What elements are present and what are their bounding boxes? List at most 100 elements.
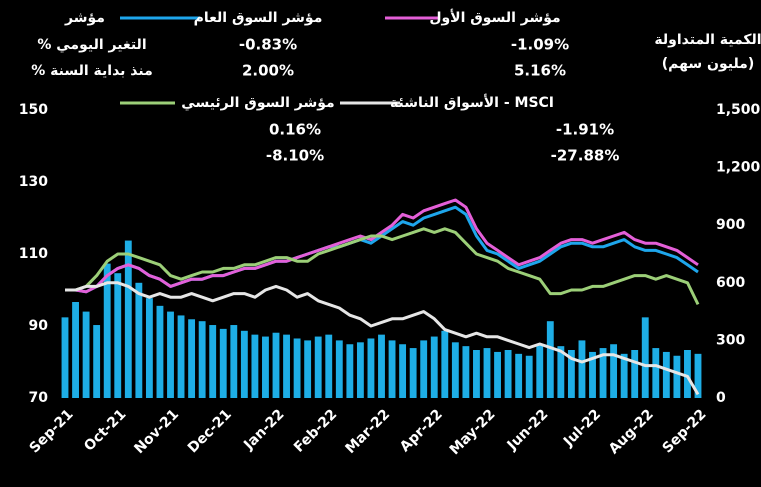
volume-bar xyxy=(578,340,586,398)
volume-bar xyxy=(272,332,280,398)
volume-bar xyxy=(367,338,375,398)
legend-label: مؤشر السوق العام xyxy=(194,10,323,26)
volume-bar xyxy=(188,319,196,398)
volume-bar xyxy=(135,282,143,398)
y2-tick-label: 300 xyxy=(716,332,745,348)
volume-bar xyxy=(198,321,206,398)
volume-bar xyxy=(662,351,670,398)
daily-change: -1.09% xyxy=(511,36,569,54)
y2-tick-label: 600 xyxy=(716,275,745,291)
volume-bar xyxy=(230,325,238,398)
x-tick-label: Nov-21 xyxy=(131,406,182,457)
x-tick-label: Sep-21 xyxy=(27,406,77,456)
volume-bar xyxy=(378,334,385,398)
y2-tick-label: 0 xyxy=(716,390,726,406)
volume-bar xyxy=(504,350,512,398)
volume-bar xyxy=(93,325,101,398)
x-tick-label: Mar-22 xyxy=(343,406,394,457)
x-tick-label: Jul-22 xyxy=(560,406,604,450)
x-tick-label: May-22 xyxy=(447,406,499,458)
volume-bar xyxy=(283,334,290,398)
x-tick-label: Aug-22 xyxy=(606,406,657,457)
x-tick-label: Jan-22 xyxy=(240,406,287,453)
volume-bar xyxy=(462,346,470,398)
y-tick-label: 70 xyxy=(29,390,49,406)
y2-tick-label: 900 xyxy=(716,217,745,233)
index-line xyxy=(65,281,700,396)
daily-change: -1.91% xyxy=(556,121,614,139)
y2-tick-label: 1,500 xyxy=(716,102,761,118)
volume-bar xyxy=(335,340,343,398)
index-line xyxy=(65,227,700,306)
volume-bar xyxy=(240,330,248,398)
volume-bar xyxy=(473,350,480,398)
volume-bar xyxy=(145,298,153,398)
volume-bar xyxy=(694,353,702,398)
legend-label: مؤشر السوق الأول xyxy=(429,9,560,26)
volume-bar xyxy=(641,317,649,398)
volume-bar xyxy=(388,340,396,398)
volume-bar xyxy=(399,344,407,398)
x-tick-label: Feb-22 xyxy=(291,406,340,455)
volume-bar xyxy=(219,328,227,398)
ytd-header: منذ بداية السنة % xyxy=(31,63,153,79)
volume-bar xyxy=(156,305,164,398)
volume-bar xyxy=(209,325,217,398)
volume-bar xyxy=(610,344,618,398)
volume-bar xyxy=(124,240,132,398)
x-tick-label: Sep-22 xyxy=(660,406,710,456)
index-header: مؤشر xyxy=(64,10,105,26)
volume-bar xyxy=(483,348,491,398)
y2-axis-title: (مليون سهم) xyxy=(662,56,754,72)
volume-bar xyxy=(103,263,111,398)
volume-bar xyxy=(82,311,90,398)
daily-change-header: التغير اليومي % xyxy=(37,37,146,53)
y-tick-label: 90 xyxy=(29,318,49,334)
x-tick-label: Apr-22 xyxy=(397,406,446,455)
volume-bar xyxy=(346,344,354,398)
ytd-change: 2.00% xyxy=(242,62,294,80)
volume-bar xyxy=(536,344,544,398)
volume-bar xyxy=(356,342,364,398)
volume-bar xyxy=(420,340,428,398)
volume-bar xyxy=(251,334,259,398)
volume-bar xyxy=(631,350,639,398)
volume-bar xyxy=(325,334,333,398)
volume-bar xyxy=(61,317,69,398)
volume-bar xyxy=(293,338,301,398)
volume-bar xyxy=(567,350,575,398)
volume-bar xyxy=(589,351,596,398)
volume-bar xyxy=(525,355,533,398)
volume-bar xyxy=(620,353,628,398)
y-tick-label: 110 xyxy=(19,246,48,262)
volume-bar xyxy=(430,336,438,398)
ytd-change: -27.88% xyxy=(551,147,620,165)
volume-bar xyxy=(652,348,660,398)
volume-bar xyxy=(451,342,459,398)
index-line xyxy=(65,198,699,294)
y-tick-label: 150 xyxy=(19,102,48,118)
volume-bar xyxy=(262,336,269,398)
volume-bar xyxy=(167,311,174,398)
volume-bar xyxy=(441,330,449,398)
volume-bar xyxy=(684,350,691,398)
volume-bar xyxy=(599,348,607,398)
y2-tick-label: 1,200 xyxy=(716,160,761,176)
ytd-change: 5.16% xyxy=(514,62,566,80)
x-tick-label: Oct-21 xyxy=(81,406,129,454)
volume-bar xyxy=(114,273,122,398)
volume-bar xyxy=(409,348,417,398)
y-tick-label: 130 xyxy=(19,174,48,190)
legend-label: مؤشر السوق الرئيسي xyxy=(181,95,334,111)
daily-change: -0.83% xyxy=(239,36,297,54)
volume-bar xyxy=(546,321,554,398)
x-tick-label: Dec-21 xyxy=(185,406,235,456)
legend-label: MSCI - الأسواق الناشئة xyxy=(390,94,554,111)
volume-bar xyxy=(673,355,681,398)
volume-bar xyxy=(515,353,523,398)
daily-change: 0.16% xyxy=(269,121,321,139)
volume-bar xyxy=(314,336,322,398)
volume-bar xyxy=(177,315,185,398)
volume-bar xyxy=(557,346,565,398)
